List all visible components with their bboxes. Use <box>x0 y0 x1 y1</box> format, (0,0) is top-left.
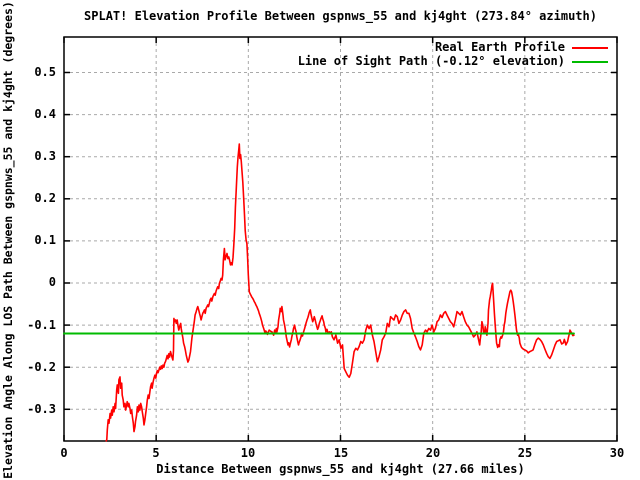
x-tick-label: 0 <box>60 446 68 460</box>
x-tick-label: 20 <box>425 446 441 460</box>
x-axis-title: Distance Between gspnws_55 and kj4ght (2… <box>156 462 525 476</box>
y-tick-label: -0.3 <box>27 402 56 416</box>
y-tick-label: -0.2 <box>27 360 56 374</box>
y-tick-label: 0.5 <box>34 65 56 79</box>
real-earth-profile-line <box>105 143 575 442</box>
x-tick-label: 5 <box>152 446 160 460</box>
y-tick-label: 0.3 <box>34 149 56 163</box>
legend-label-line-of-sight: Line of Sight Path (-0.12° elevation) <box>297 54 565 68</box>
legend-line-sample-line-of-sight <box>572 61 608 63</box>
y-tick-label: 0.2 <box>34 191 56 205</box>
x-tick-label: 30 <box>609 446 625 460</box>
y-tick-label: 0 <box>48 275 56 289</box>
y-tick-label: 0.1 <box>34 233 56 247</box>
y-tick-label: -0.1 <box>27 318 56 332</box>
x-tick-label: 25 <box>517 446 533 460</box>
legend-line-sample-real-earth-profile <box>572 47 608 49</box>
x-tick-label: 15 <box>333 446 349 460</box>
x-tick-label: 10 <box>240 446 256 460</box>
chart-title: SPLAT! Elevation Profile Between gspnws_… <box>84 9 597 23</box>
y-tick-label: 0.4 <box>34 107 56 121</box>
legend-label-real-earth-profile: Real Earth Profile <box>434 40 565 54</box>
